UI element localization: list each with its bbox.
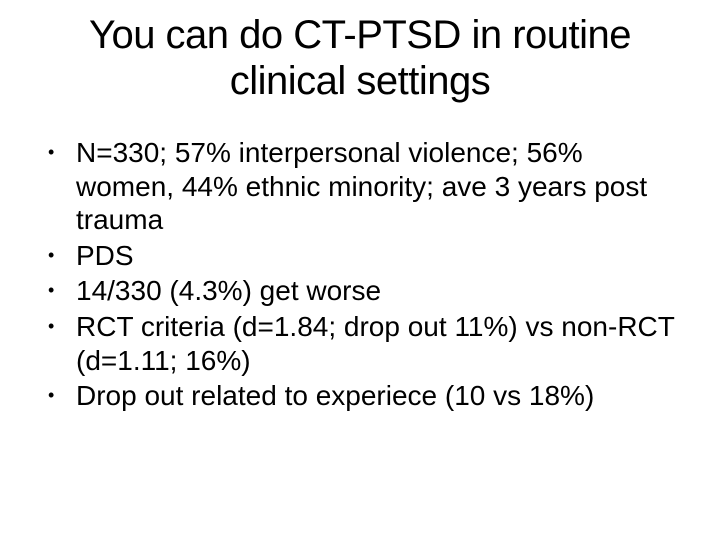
bullet-text: RCT criteria (d=1.84; drop out 11%) vs n… xyxy=(76,310,680,377)
bullet-icon: • xyxy=(48,379,76,407)
bullet-icon: • xyxy=(48,239,76,267)
bullet-text: N=330; 57% interpersonal violence; 56% w… xyxy=(76,136,680,237)
bullet-text: Drop out related to experiece (10 vs 18%… xyxy=(76,379,680,413)
list-item: • 14/330 (4.3%) get worse xyxy=(48,274,680,308)
list-item: • Drop out related to experiece (10 vs 1… xyxy=(48,379,680,413)
bullet-icon: • xyxy=(48,274,76,302)
bullet-list: • N=330; 57% interpersonal violence; 56%… xyxy=(40,136,680,413)
bullet-icon: • xyxy=(48,136,76,164)
bullet-text: PDS xyxy=(76,239,680,273)
list-item: • PDS xyxy=(48,239,680,273)
slide-title: You can do CT-PTSD in routine clinical s… xyxy=(40,12,680,104)
bullet-text: 14/330 (4.3%) get worse xyxy=(76,274,680,308)
bullet-icon: • xyxy=(48,310,76,338)
list-item: • RCT criteria (d=1.84; drop out 11%) vs… xyxy=(48,310,680,377)
list-item: • N=330; 57% interpersonal violence; 56%… xyxy=(48,136,680,237)
